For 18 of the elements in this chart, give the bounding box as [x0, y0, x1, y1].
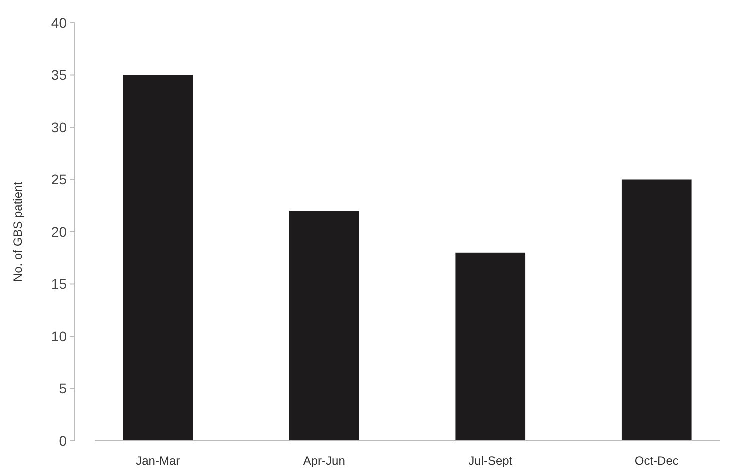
y-tick-label: 40	[51, 14, 68, 31]
bar	[622, 180, 692, 441]
y-tick-label: 10	[51, 328, 68, 344]
bar	[289, 211, 360, 441]
y-tick-label: 25	[51, 172, 68, 188]
y-tick-label: 5	[59, 380, 68, 397]
y-tick-label: 30	[51, 119, 68, 136]
y-tick-label: 15	[51, 276, 68, 292]
y-axis-title: No. of GBS patient	[11, 181, 25, 282]
x-tick-label: Jan-Mar	[136, 454, 180, 468]
x-tick-label: Oct-Dec	[634, 454, 679, 468]
x-tick-label: Apr-Jun	[303, 454, 346, 468]
y-tick-label: 35	[51, 67, 68, 84]
bar	[123, 75, 194, 441]
bar	[456, 252, 526, 441]
y-tick-label: 0	[59, 432, 68, 449]
x-tick-label: Jul-Sept	[468, 454, 514, 468]
y-tick-label: 20	[51, 224, 68, 240]
